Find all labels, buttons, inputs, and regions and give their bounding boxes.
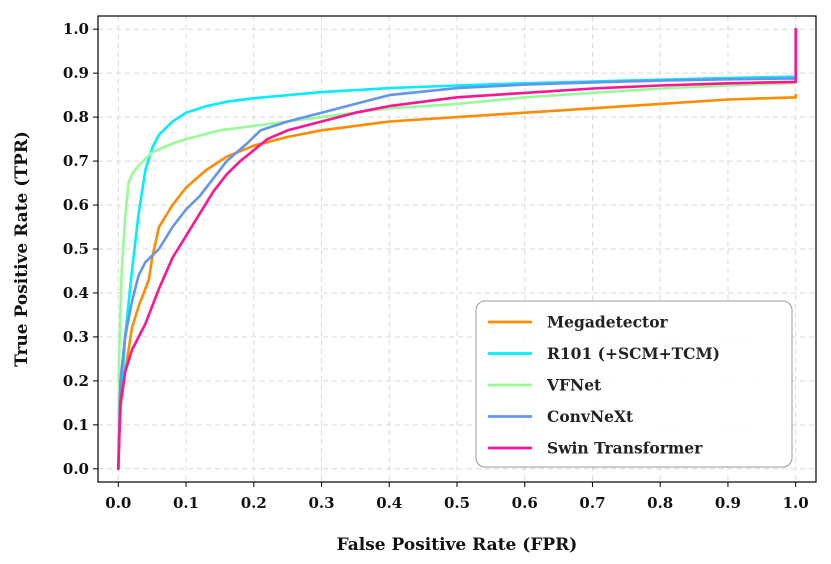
y-tick-label: 0.6 xyxy=(63,196,89,214)
y-axis-label: True Positive Rate (TPR) xyxy=(12,131,32,367)
legend-label: R101 (+SCM+TCM) xyxy=(547,344,720,363)
x-axis-ticks: 0.0 0.1 0.2 0.3 0.4 0.5 0.6 0.7 0.8 0.9 1.0 xyxy=(105,482,809,512)
legend-box xyxy=(475,300,793,468)
y-axis-ticks: 0.0 0.1 0.2 0.3 0.4 0.5 0.6 0.7 0.8 0.9 1.0 xyxy=(63,20,98,478)
roc-curve-vfnet xyxy=(117,80,797,471)
y-tick-label: 0.4 xyxy=(63,284,89,302)
y-tick-label: 0.7 xyxy=(63,152,89,170)
x-tick-label: 0.5 xyxy=(444,494,470,512)
y-tick-label: 0.0 xyxy=(63,460,89,478)
y-tick-label: 0.2 xyxy=(63,372,89,390)
curves xyxy=(117,27,797,471)
roc-curve-swin-transformer xyxy=(117,27,797,471)
legend: Megadetector R101 (+SCM+TCM) VFNet ConvNeXt… xyxy=(475,300,793,468)
legend-label: VFNet xyxy=(546,376,602,395)
x-tick-label: 0.0 xyxy=(105,494,131,512)
roc-curve-megadetector xyxy=(117,93,797,471)
x-tick-label: 0.8 xyxy=(647,494,673,512)
roc-curve-convnext xyxy=(117,77,797,471)
y-tick-label: 0.9 xyxy=(63,64,89,82)
x-tick-label: 0.7 xyxy=(579,494,605,512)
x-axis-label: False Positive Rate (FPR) xyxy=(337,535,578,555)
x-tick-label: 0.4 xyxy=(376,494,402,512)
y-tick-label: 0.8 xyxy=(63,108,89,126)
legend-label: Megadetector xyxy=(547,313,669,332)
y-tick-label: 1.0 xyxy=(63,20,89,38)
x-tick-label: 0.6 xyxy=(512,494,538,512)
y-tick-label: 0.5 xyxy=(63,240,89,258)
legend-label: ConvNeXt xyxy=(547,407,634,426)
y-tick-label: 0.3 xyxy=(63,328,89,346)
x-tick-label: 1.0 xyxy=(783,494,809,512)
legend-label: Swin Transformer xyxy=(547,439,703,458)
x-tick-label: 0.9 xyxy=(715,494,741,512)
legend-items: Megadetector R101 (+SCM+TCM) VFNet ConvNeXt… xyxy=(488,313,720,458)
x-tick-label: 0.2 xyxy=(241,494,267,512)
x-tick-label: 0.1 xyxy=(173,494,199,512)
y-tick-label: 0.1 xyxy=(63,416,89,434)
x-tick-label: 0.3 xyxy=(308,494,334,512)
